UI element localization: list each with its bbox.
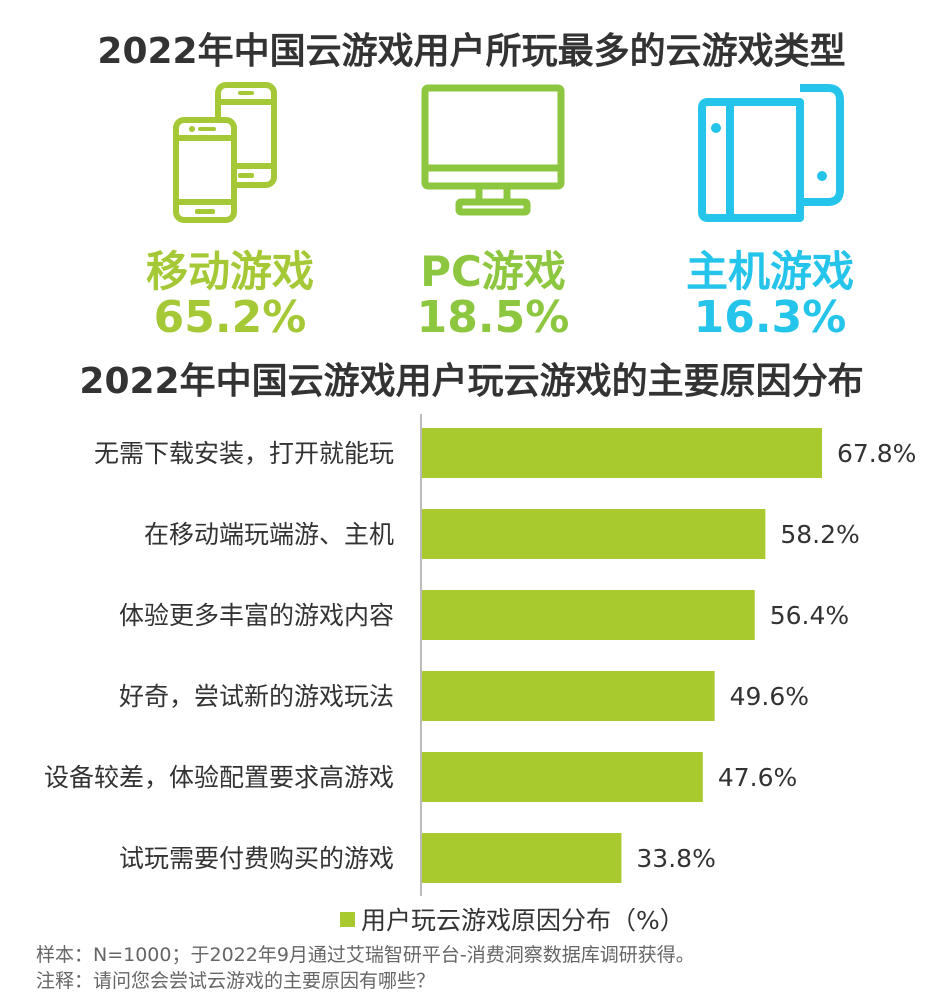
pc-game-label: PC游戏 bbox=[420, 247, 566, 296]
mobile-game-value: 65.2% bbox=[153, 292, 307, 343]
value-label: 56.4% bbox=[770, 601, 849, 630]
category-label: 设备较差，体验配置要求高游戏 bbox=[44, 763, 394, 792]
legend-label: 用户玩云游戏原因分布（%） bbox=[361, 906, 685, 935]
question-note: 注释：请问您会尝试云游戏的主要原因有哪些？ bbox=[36, 970, 436, 992]
value-label: 47.6% bbox=[718, 763, 797, 792]
value-label: 58.2% bbox=[780, 520, 859, 549]
bar bbox=[422, 671, 715, 721]
console-game-card: 主机游戏 16.3% bbox=[650, 80, 890, 350]
category-label: 在移动端玩端游、主机 bbox=[144, 520, 394, 549]
category-label: 好奇，尝试新的游戏玩法 bbox=[119, 682, 394, 711]
desktop-monitor-icon bbox=[421, 84, 565, 216]
value-label: 49.6% bbox=[730, 682, 809, 711]
pc-game-card: PC游戏 18.5% bbox=[373, 80, 613, 350]
category-label: 无需下载安装，打开就能玩 bbox=[94, 439, 394, 468]
mobile-game-label: 移动游戏 bbox=[145, 247, 314, 296]
mobile-game-card: 移动游戏 65.2% bbox=[110, 80, 350, 350]
console-game-value: 16.3% bbox=[693, 292, 847, 343]
legend-swatch bbox=[340, 911, 355, 927]
bar bbox=[422, 428, 822, 478]
bar bbox=[422, 833, 622, 883]
bar bbox=[422, 752, 703, 802]
bar bbox=[422, 509, 766, 559]
bar bbox=[422, 590, 755, 640]
console-game-label: 主机游戏 bbox=[685, 247, 854, 296]
game-console-icon bbox=[698, 84, 844, 222]
sample-note: 样本：N=1000；于2022年9月通过艾瑞智研平台-消费洞察数据库调研获得。 bbox=[36, 944, 695, 966]
chart-legend: 用户玩云游戏原因分布（%） bbox=[340, 902, 685, 936]
chart-title-game-types: 2022年中国云游戏用户所玩最多的云游戏类型 bbox=[97, 31, 846, 72]
chart-title-reasons: 2022年中国云游戏用户玩云游戏的主要原因分布 bbox=[79, 361, 864, 402]
pc-game-value: 18.5% bbox=[416, 292, 570, 343]
reasons-bar-chart: 无需下载安装，打开就能玩 67.8% 在移动端玩端游、主机 58.2% 体验更多丰富的游… bbox=[44, 414, 916, 896]
smartphones-icon bbox=[173, 82, 277, 223]
value-label: 67.8% bbox=[837, 439, 916, 468]
category-label: 体验更多丰富的游戏内容 bbox=[119, 601, 394, 630]
category-label: 试玩需要付费购买的游戏 bbox=[119, 844, 394, 873]
value-label: 33.8% bbox=[636, 844, 715, 873]
